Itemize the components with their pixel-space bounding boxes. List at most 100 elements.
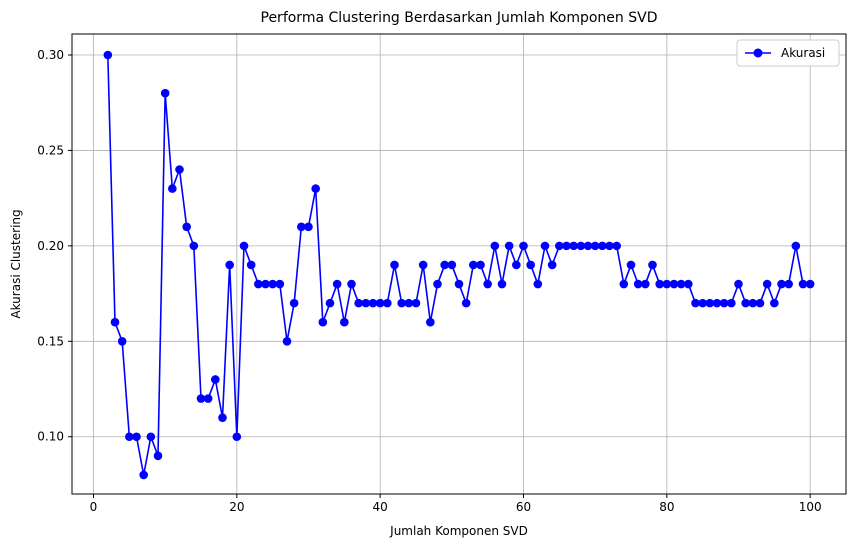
data-point — [196, 394, 206, 403]
data-point — [211, 375, 220, 384]
data-point — [633, 279, 643, 289]
data-point — [755, 298, 765, 308]
data-point — [246, 260, 256, 270]
x-tick-label: 80 — [659, 500, 674, 514]
data-point — [476, 260, 485, 270]
data-point — [275, 279, 285, 289]
data-point — [318, 317, 328, 327]
data-point — [490, 241, 500, 251]
data-point — [619, 279, 629, 289]
data-point — [146, 432, 156, 442]
data-point — [662, 279, 672, 289]
x-tick-label: 40 — [373, 500, 388, 514]
data-point — [526, 260, 535, 270]
data-point — [533, 279, 543, 289]
legend: Akurasi — [736, 39, 840, 67]
data-point — [168, 184, 177, 193]
data-point — [218, 413, 227, 422]
data-point — [540, 241, 550, 251]
data-point — [641, 279, 650, 289]
data-point — [268, 279, 277, 289]
data-point — [397, 298, 406, 308]
grid — [72, 34, 846, 494]
data-point — [469, 260, 478, 270]
data-point — [297, 222, 306, 232]
data-point — [648, 260, 657, 270]
x-axis-label: Jumlah Komponen SVD — [389, 524, 528, 538]
y-tick-label: 0.20 — [37, 239, 64, 253]
data-point — [676, 279, 686, 289]
data-point — [698, 298, 707, 308]
legend-marker — [753, 48, 763, 58]
data-point — [383, 298, 392, 308]
data-point — [547, 260, 557, 270]
data-point — [340, 317, 349, 327]
legend-label: Akurasi — [781, 46, 825, 60]
data-point — [791, 241, 801, 251]
data-point — [354, 298, 363, 308]
data-point — [497, 279, 507, 289]
data-point — [189, 241, 199, 251]
data-point — [798, 279, 808, 289]
data-point — [153, 451, 163, 461]
data-point — [139, 470, 148, 480]
x-tick-label: 60 — [516, 500, 531, 514]
data-point — [562, 241, 571, 251]
y-axis-label: Akurasi Clustering — [9, 209, 23, 318]
data-point — [655, 279, 664, 289]
data-point — [598, 241, 607, 251]
data-point — [447, 260, 457, 270]
y-tick-label: 0.30 — [37, 48, 64, 62]
y-tick-label: 0.10 — [37, 430, 64, 444]
data-point — [590, 241, 600, 251]
chart-title: Performa Clustering Berdasarkan Jumlah K… — [261, 10, 658, 26]
x-tick-label: 20 — [229, 500, 244, 514]
data-point — [125, 432, 134, 442]
series-line — [107, 54, 811, 476]
data-point — [411, 298, 421, 308]
data-point — [440, 260, 449, 270]
plot-frame — [71, 33, 847, 495]
data-point — [347, 279, 356, 289]
data-point — [712, 298, 722, 308]
data-point — [705, 298, 715, 308]
data-point — [390, 260, 399, 270]
data-point — [117, 337, 127, 346]
data-point — [583, 241, 593, 251]
data-point — [727, 298, 736, 308]
data-point — [426, 317, 435, 327]
ticks: 0 20 40 60 80 100 0.10 0.15 0.20 0.25 0.30 — [37, 48, 821, 514]
data-point — [304, 222, 313, 232]
data-point — [325, 298, 335, 308]
data-point — [433, 279, 442, 289]
y-tick-label: 0.15 — [37, 334, 64, 348]
data-point — [311, 184, 320, 193]
data-point — [741, 298, 750, 308]
data-point — [239, 241, 249, 251]
data-point — [461, 298, 471, 308]
data-point — [175, 165, 184, 174]
data-point — [504, 241, 514, 251]
data-point — [103, 50, 113, 60]
data-point — [748, 298, 758, 308]
data-point — [160, 88, 170, 98]
data-point — [555, 241, 564, 251]
data-point — [225, 260, 234, 270]
data-point — [261, 279, 270, 289]
data-point — [282, 337, 292, 346]
data-point — [203, 394, 213, 403]
data-point — [418, 260, 428, 270]
data-point — [569, 241, 578, 251]
series-layer — [103, 50, 815, 480]
data-point — [605, 241, 614, 251]
data-point — [254, 279, 263, 289]
data-point — [684, 279, 693, 289]
data-point — [626, 260, 636, 270]
data-point — [519, 241, 528, 251]
data-point — [734, 279, 743, 289]
data-point — [332, 279, 342, 289]
data-point — [762, 279, 772, 289]
data-point — [483, 279, 492, 289]
x-tick-label: 100 — [799, 500, 822, 514]
